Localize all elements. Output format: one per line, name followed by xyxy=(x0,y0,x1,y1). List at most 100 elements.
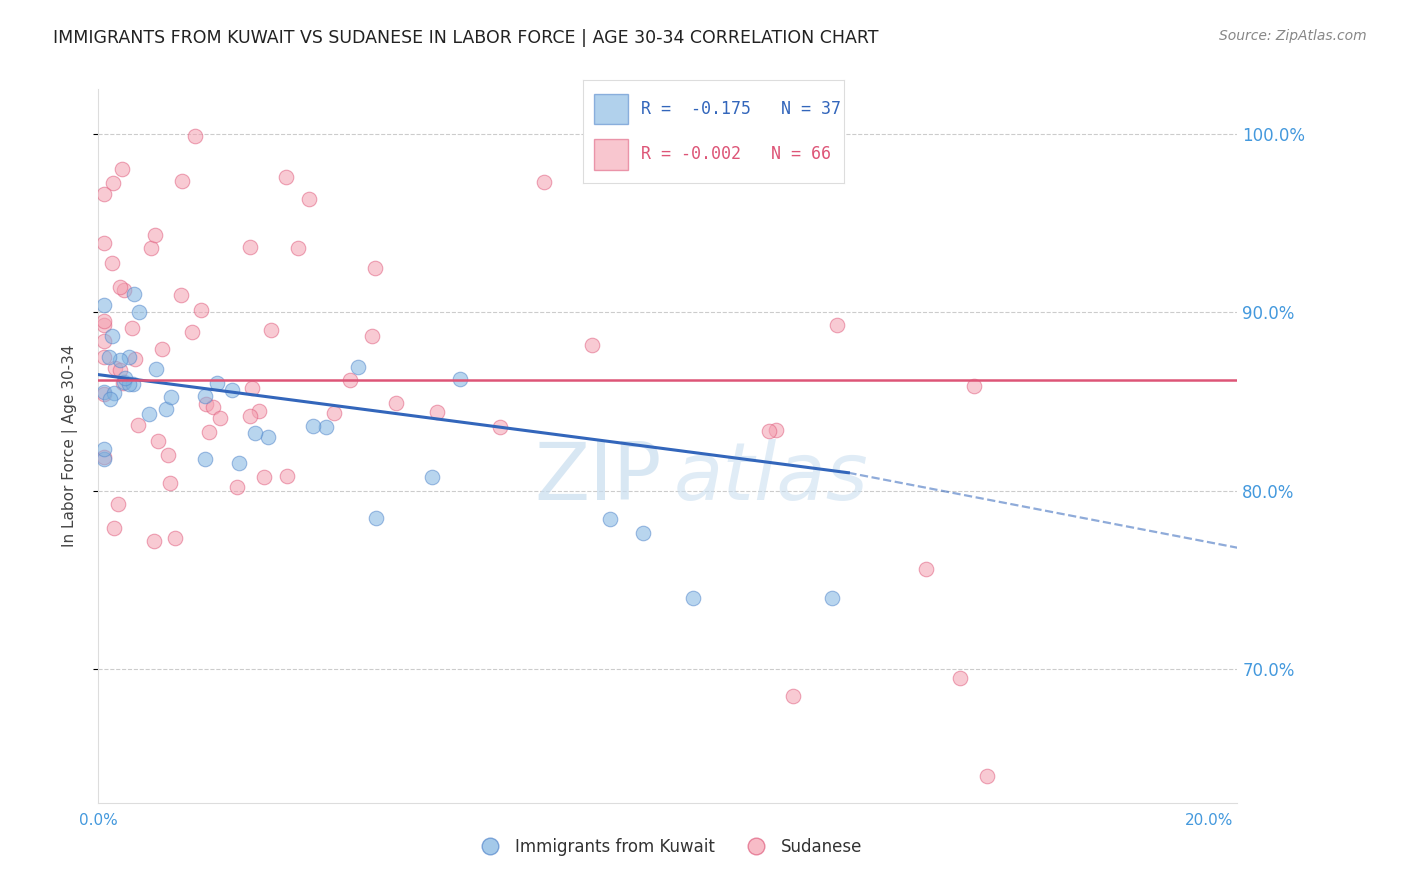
Point xyxy=(122,287,145,301)
Point xyxy=(127,417,149,432)
Point xyxy=(93,298,115,312)
Point xyxy=(114,371,136,385)
Point xyxy=(190,303,212,318)
Point xyxy=(239,409,262,424)
Point xyxy=(260,322,283,336)
Point xyxy=(98,350,121,364)
Point xyxy=(103,176,125,190)
Point xyxy=(339,373,361,387)
Point xyxy=(93,452,115,467)
Point xyxy=(101,329,124,343)
Point xyxy=(180,325,202,339)
Point xyxy=(198,425,221,439)
Point xyxy=(599,512,621,526)
Point xyxy=(93,187,115,202)
Point xyxy=(170,174,193,188)
Point xyxy=(93,450,115,465)
Point xyxy=(449,371,471,385)
Point xyxy=(821,591,844,605)
Point xyxy=(93,235,115,250)
Point xyxy=(298,192,321,206)
Point xyxy=(103,385,125,400)
Text: ZIP: ZIP xyxy=(534,439,662,517)
Point xyxy=(139,240,162,254)
Bar xyxy=(593,139,627,169)
Text: Source: ZipAtlas.com: Source: ZipAtlas.com xyxy=(1219,29,1367,43)
Point xyxy=(533,175,555,189)
Point xyxy=(963,378,986,392)
Point xyxy=(827,318,849,332)
Point xyxy=(108,279,131,293)
Point xyxy=(121,377,143,392)
Point xyxy=(112,283,135,297)
Point xyxy=(202,401,225,415)
Point xyxy=(361,328,384,343)
Point xyxy=(170,288,193,302)
Point xyxy=(159,475,181,490)
Point xyxy=(184,128,207,143)
Point xyxy=(124,351,146,366)
Point xyxy=(489,420,512,434)
Point xyxy=(118,376,141,391)
Point xyxy=(364,261,387,276)
Point xyxy=(247,404,270,418)
Point xyxy=(253,469,276,483)
Point xyxy=(347,359,370,374)
Point xyxy=(194,451,217,466)
Point xyxy=(948,671,970,685)
Point xyxy=(145,362,167,376)
Point xyxy=(93,385,115,400)
Point xyxy=(121,320,143,334)
Point xyxy=(163,532,186,546)
Point xyxy=(257,430,280,444)
Point xyxy=(98,392,121,406)
Point xyxy=(112,376,135,390)
Point xyxy=(426,404,449,418)
Y-axis label: In Labor Force | Age 30-34: In Labor Force | Age 30-34 xyxy=(62,344,77,548)
Point xyxy=(323,406,346,420)
Point xyxy=(682,591,704,605)
Point xyxy=(782,689,804,703)
Text: IMMIGRANTS FROM KUWAIT VS SUDANESE IN LABOR FORCE | AGE 30-34 CORRELATION CHART: IMMIGRANTS FROM KUWAIT VS SUDANESE IN LA… xyxy=(53,29,879,46)
Point xyxy=(93,350,115,364)
Point xyxy=(146,434,169,448)
Point xyxy=(976,769,998,783)
Point xyxy=(104,360,127,375)
Point xyxy=(110,363,132,377)
Text: atlas: atlas xyxy=(673,439,869,517)
Point xyxy=(581,337,603,351)
Point xyxy=(93,387,115,401)
Point xyxy=(159,390,181,404)
Point xyxy=(276,469,298,483)
Point xyxy=(243,426,266,441)
Point xyxy=(385,396,408,410)
Point xyxy=(111,161,134,176)
Point xyxy=(366,510,388,524)
Point xyxy=(765,423,787,437)
Text: R = -0.002   N = 66: R = -0.002 N = 66 xyxy=(641,145,831,163)
Point xyxy=(128,304,150,318)
Point xyxy=(226,480,249,494)
Point xyxy=(107,497,129,511)
Point xyxy=(108,353,131,368)
Point xyxy=(93,334,115,348)
Bar xyxy=(593,94,627,124)
Point xyxy=(194,389,217,403)
Point xyxy=(103,521,125,535)
Point xyxy=(287,241,309,255)
Point xyxy=(118,350,141,364)
Point xyxy=(112,375,135,389)
Point xyxy=(93,318,115,332)
Point xyxy=(138,408,160,422)
Point xyxy=(207,376,229,390)
Point xyxy=(101,256,124,270)
Point xyxy=(302,419,325,434)
Point xyxy=(93,442,115,456)
Point xyxy=(240,381,263,395)
Point xyxy=(93,313,115,327)
Point xyxy=(631,526,654,541)
Point xyxy=(228,456,250,470)
Point xyxy=(420,469,443,483)
Point xyxy=(274,169,297,184)
Point xyxy=(221,383,243,397)
